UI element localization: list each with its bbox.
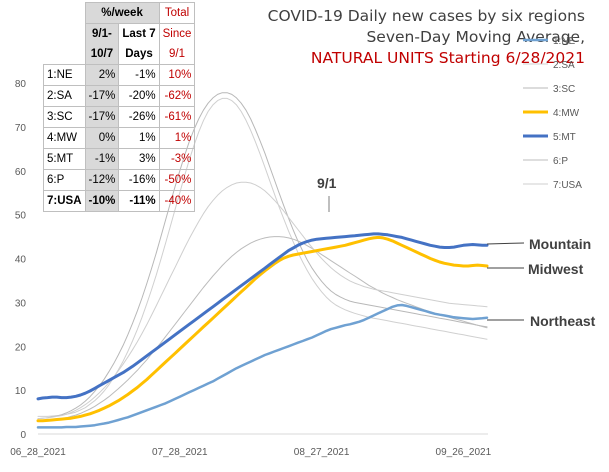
since91-cell: 2% xyxy=(84,64,120,86)
since91-cell: -17% xyxy=(84,106,120,128)
legend-label: 7:USA xyxy=(553,180,582,191)
mountain-leader xyxy=(486,242,525,245)
total-cell: -61% xyxy=(158,106,196,128)
y-axis: 0 10 20 30 40 50 60 70 80 xyxy=(15,79,27,441)
table-corner xyxy=(44,24,86,45)
table-header-row: %/week Total xyxy=(44,2,196,24)
chart-title: COVID-19 Daily new cases by six regions S… xyxy=(268,7,585,67)
total-header: Total xyxy=(158,2,196,24)
y-tick-label: 50 xyxy=(15,211,27,222)
midwest-label: Midwest xyxy=(528,261,584,277)
table-row: 6:P -12% -16% -50% xyxy=(43,169,196,191)
total-cell: -3% xyxy=(158,148,196,170)
series-line-4-mw xyxy=(36,235,489,423)
x-axis: 06_28_2021 07_28_2021 08_27_2021 09_26_2021 xyxy=(10,447,491,458)
date-header: 9/1 xyxy=(158,44,196,65)
last7-cell: -11% xyxy=(118,190,160,212)
y-tick-label: 30 xyxy=(15,298,27,309)
total-cell: -50% xyxy=(158,169,196,191)
northeast-label: Northeast xyxy=(530,313,596,329)
last7-cell: -1% xyxy=(118,64,160,86)
last7-cell: -20% xyxy=(118,85,160,107)
table-corner xyxy=(44,3,86,24)
series-line-1-ne xyxy=(36,303,489,429)
since91-header: 9/1- xyxy=(84,23,120,44)
y-tick-label: 60 xyxy=(15,167,27,178)
y-tick-label: 70 xyxy=(15,123,27,134)
table-header-row: 9/1- Last 7 Since xyxy=(44,23,196,45)
y-tick-label: 40 xyxy=(15,255,27,266)
since91-cell: -1% xyxy=(84,148,120,170)
last7-cell: -26% xyxy=(118,106,160,128)
x-tick-label: 07_28_2021 xyxy=(152,447,208,458)
series-line-5-mt xyxy=(36,232,489,401)
chart-title-line: NATURAL UNITS Starting 6/28/2021 xyxy=(311,49,585,67)
legend-label: 6:P xyxy=(553,156,568,167)
oct7-header: 10/7 xyxy=(84,44,120,65)
week-header: %/week xyxy=(84,2,160,24)
date-marker-label: 9/1 xyxy=(317,175,337,191)
region-cell: 5:MT xyxy=(43,148,86,170)
since91-cell: -12% xyxy=(84,169,120,191)
legend-label: 5:MT xyxy=(553,132,576,143)
y-tick-label: 80 xyxy=(15,79,27,90)
region-cell: 3:SC xyxy=(43,106,86,128)
y-tick-label: 10 xyxy=(15,386,27,397)
annotations: 9/1 Mountain Midwest Northeast xyxy=(317,175,596,329)
y-tick-label: 0 xyxy=(20,430,26,441)
x-tick-label: 09_26_2021 xyxy=(436,447,492,458)
legend-label: 2:SA xyxy=(553,60,575,71)
table-row: 2:SA -17% -20% -62% xyxy=(43,85,196,107)
legend-label: 4:MW xyxy=(553,108,580,119)
table-header-row: 10/7 Days 9/1 xyxy=(44,44,196,65)
x-tick-label: 08_27_2021 xyxy=(294,447,350,458)
since91-cell: 0% xyxy=(84,127,120,149)
chart-title-line: Seven-Day Moving Average, xyxy=(366,28,585,46)
since91-cell: -17% xyxy=(84,85,120,107)
since-header: Since xyxy=(158,23,196,44)
table-row: 5:MT -1% 3% -3% xyxy=(43,148,196,170)
legend-label: 3:SC xyxy=(553,84,575,95)
last7-cell: -16% xyxy=(118,169,160,191)
x-tick-label: 06_28_2021 xyxy=(10,447,66,458)
table-body: 1:NE 2% -1% 10% 2:SA -17% -20% -62% 3:SC -17% -26%… xyxy=(43,64,196,212)
total-cell: -62% xyxy=(158,85,196,107)
total-cell: -40% xyxy=(158,190,196,212)
chart-title-line: COVID-19 Daily new cases by six regions xyxy=(268,7,585,25)
series-lines xyxy=(36,92,489,429)
stats-table: %/week Total 9/1- Last 7 Since 10/7 Days… xyxy=(43,2,196,212)
last7-header: Last 7 xyxy=(118,23,160,44)
last7-cell: 1% xyxy=(118,127,160,149)
table-row: 3:SC -17% -26% -61% xyxy=(43,106,196,128)
days-header: Days xyxy=(118,44,160,65)
table-row: 4:MW 0% 1% 1% xyxy=(43,127,196,149)
region-cell: 6:P xyxy=(43,169,86,191)
last7-cell: 3% xyxy=(118,148,160,170)
region-cell: 1:NE xyxy=(43,64,86,86)
total-cell: 1% xyxy=(158,127,196,149)
series-line-6-p xyxy=(37,236,488,422)
mountain-label: Mountain xyxy=(529,236,591,252)
table-row: 7:USA -10% -11% -40% xyxy=(43,190,196,212)
legend: 1:NE 2:SA 3:SC 4:MW 5:MT 6:P 7:USA xyxy=(523,36,582,191)
table-corner xyxy=(44,44,86,65)
y-tick-label: 20 xyxy=(15,342,27,353)
region-cell: 4:MW xyxy=(43,127,86,149)
total-cell: 10% xyxy=(158,64,196,86)
region-cell: 7:USA xyxy=(43,190,86,212)
series-line-3-sc xyxy=(37,92,488,420)
table-row: 1:NE 2% -1% 10% xyxy=(43,64,196,86)
since91-cell: -10% xyxy=(84,190,120,212)
region-cell: 2:SA xyxy=(43,85,86,107)
legend-label: 1:NE xyxy=(553,36,576,47)
